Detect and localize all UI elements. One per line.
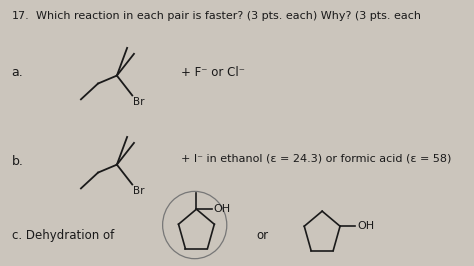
Text: Which reaction in each pair is faster? (3 pts. each) Why? (3 pts. each: Which reaction in each pair is faster? (… [36, 11, 420, 21]
Text: c. Dehydration of: c. Dehydration of [12, 229, 114, 242]
Text: 17.: 17. [12, 11, 29, 21]
Text: + I⁻ in ethanol (ε = 24.3) or formic acid (ε = 58): + I⁻ in ethanol (ε = 24.3) or formic aci… [181, 154, 451, 164]
Text: OH: OH [357, 221, 374, 231]
Text: b.: b. [12, 155, 24, 168]
Text: or: or [256, 229, 268, 242]
Text: Br: Br [133, 97, 145, 107]
Text: a.: a. [12, 66, 23, 79]
Text: OH: OH [213, 204, 231, 214]
Text: Br: Br [133, 186, 145, 196]
Text: + F⁻ or Cl⁻: + F⁻ or Cl⁻ [181, 66, 245, 79]
